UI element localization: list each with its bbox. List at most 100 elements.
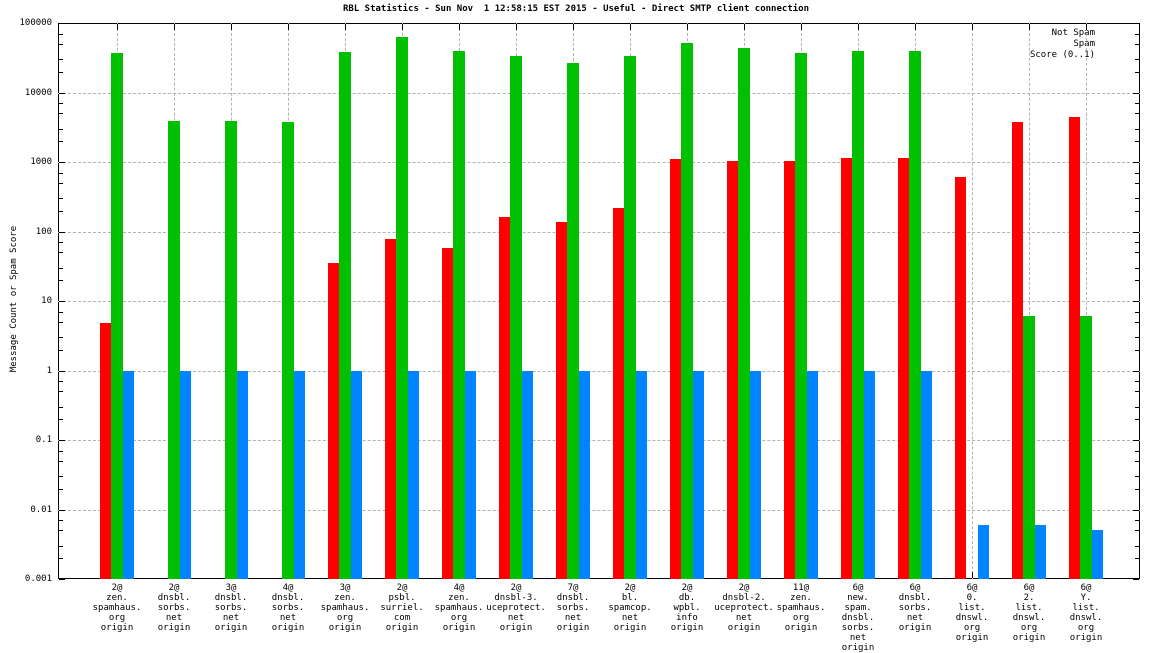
x-tick-label: origin	[727, 623, 761, 633]
y-axis-minor-tick	[59, 337, 63, 339]
x-tick-label: net	[621, 613, 639, 623]
x-axis-tick	[972, 24, 973, 30]
bar-spam	[339, 52, 351, 579]
bar-spam	[282, 121, 294, 579]
y-axis-minor-tick	[59, 33, 63, 35]
y-tick-label: 0.01	[30, 504, 52, 515]
x-tick-label: dnsbl.	[271, 593, 305, 603]
x-tick-label: origin	[898, 623, 932, 633]
y-axis-major-tick	[59, 92, 65, 94]
y-axis-minor-tick	[1135, 349, 1139, 351]
y-axis-minor-tick	[1135, 113, 1139, 115]
x-tick-label: zen.	[790, 593, 812, 603]
x-axis-tick	[744, 24, 745, 30]
x-axis-tick	[231, 24, 232, 30]
x-tick-label: dnsbl.	[214, 593, 248, 603]
y-axis-minor-tick	[59, 476, 63, 478]
y-axis-minor-tick	[59, 280, 63, 282]
y-axis-minor-tick	[1135, 198, 1139, 200]
x-tick-label: zen.	[106, 593, 128, 603]
y-axis-major-tick	[59, 162, 65, 163]
x-tick-label: db.	[678, 593, 696, 603]
x-tick-label: uceprotect.	[714, 603, 774, 613]
x-tick-label: dnsbl-3.	[494, 593, 538, 603]
x-tick-label: 2@	[738, 583, 750, 593]
x-gridline	[1086, 23, 1087, 579]
x-axis-tick	[402, 24, 403, 30]
y-axis-minor-tick	[59, 460, 63, 462]
bar-spam	[738, 48, 750, 579]
y-axis-minor-tick	[1135, 476, 1139, 478]
x-tick-label: spam.	[844, 603, 872, 613]
bar-not-spam	[1068, 116, 1081, 579]
x-tick-label: net	[735, 613, 753, 623]
x-tick-label: dnsbl.	[157, 593, 191, 603]
y-axis-minor-tick	[1135, 33, 1139, 35]
y-tick-label: 1	[46, 365, 52, 376]
x-axis-tick	[516, 24, 517, 30]
y-tick-label: 10000	[24, 87, 52, 98]
y-axis-minor-tick	[59, 267, 63, 269]
y-axis-minor-tick	[1135, 242, 1139, 244]
y-axis-minor-tick	[1135, 43, 1139, 45]
x-tick-label: uceprotect.	[486, 603, 546, 613]
x-axis-tick	[801, 24, 802, 30]
bar-score-0-1-	[635, 370, 648, 579]
x-tick-label: 2@	[624, 583, 636, 593]
y-axis-minor-tick	[1135, 530, 1139, 532]
x-tick-label: origin	[955, 633, 989, 643]
x-tick-label: org	[963, 623, 981, 633]
x-tick-label: 6@	[1080, 583, 1092, 593]
y-axis-minor-tick	[59, 381, 63, 383]
x-tick-label: sorbs.	[214, 603, 248, 613]
x-axis-tick	[915, 24, 916, 30]
x-gridline	[1029, 23, 1030, 579]
bar-score-0-1-	[1034, 524, 1047, 579]
x-axis-tick	[1029, 24, 1030, 30]
x-tick-label: 2@	[111, 583, 123, 593]
bar-score-0-1-	[578, 370, 591, 579]
bar-not-spam	[954, 177, 967, 579]
y-gridline	[58, 162, 1140, 163]
bar-score-0-1-	[806, 370, 819, 579]
bar-spam	[852, 50, 864, 579]
y-axis-minor-tick	[59, 419, 63, 421]
y-axis-minor-tick	[59, 450, 63, 452]
bar-not-spam	[783, 160, 796, 579]
x-tick-label: new.	[847, 593, 869, 603]
y-axis-minor-tick	[59, 71, 63, 73]
y-axis-minor-tick	[1135, 419, 1139, 421]
bar-not-spam	[726, 160, 739, 579]
x-tick-label: 6@	[852, 583, 864, 593]
y-axis-major-tick	[1133, 579, 1139, 580]
y-axis-minor-tick	[59, 210, 63, 212]
x-tick-label: origin	[784, 623, 818, 633]
x-tick-label: net	[507, 613, 525, 623]
x-tick-label: origin	[1012, 633, 1046, 643]
x-axis-tick	[345, 24, 346, 30]
y-axis-minor-tick	[59, 545, 63, 547]
x-tick-label: 2@	[396, 583, 408, 593]
x-tick-label: dnsbl.	[841, 613, 875, 623]
x-tick-label: origin	[1069, 633, 1103, 643]
x-tick-label: net	[222, 613, 240, 623]
bar-score-0-1-	[920, 370, 933, 579]
x-tick-label: 0.	[966, 593, 978, 603]
y-axis-major-tick	[1133, 92, 1139, 94]
x-tick-label: dnsbl.	[898, 593, 932, 603]
x-axis-tick	[117, 24, 118, 30]
x-tick-label: origin	[841, 643, 875, 653]
x-axis-tick	[573, 24, 574, 30]
y-axis-minor-tick	[59, 182, 63, 184]
y-axis-major-tick	[59, 231, 65, 233]
x-tick-label: origin	[157, 623, 191, 633]
x-tick-label: 11@	[792, 583, 810, 593]
y-axis-minor-tick	[59, 520, 63, 522]
bar-spam	[567, 62, 579, 579]
y-axis-major-tick	[59, 440, 65, 441]
bar-not-spam	[384, 238, 397, 579]
y-axis-major-tick	[1133, 23, 1139, 24]
y-axis-minor-tick	[59, 488, 63, 490]
y-axis-minor-tick	[1135, 103, 1139, 105]
